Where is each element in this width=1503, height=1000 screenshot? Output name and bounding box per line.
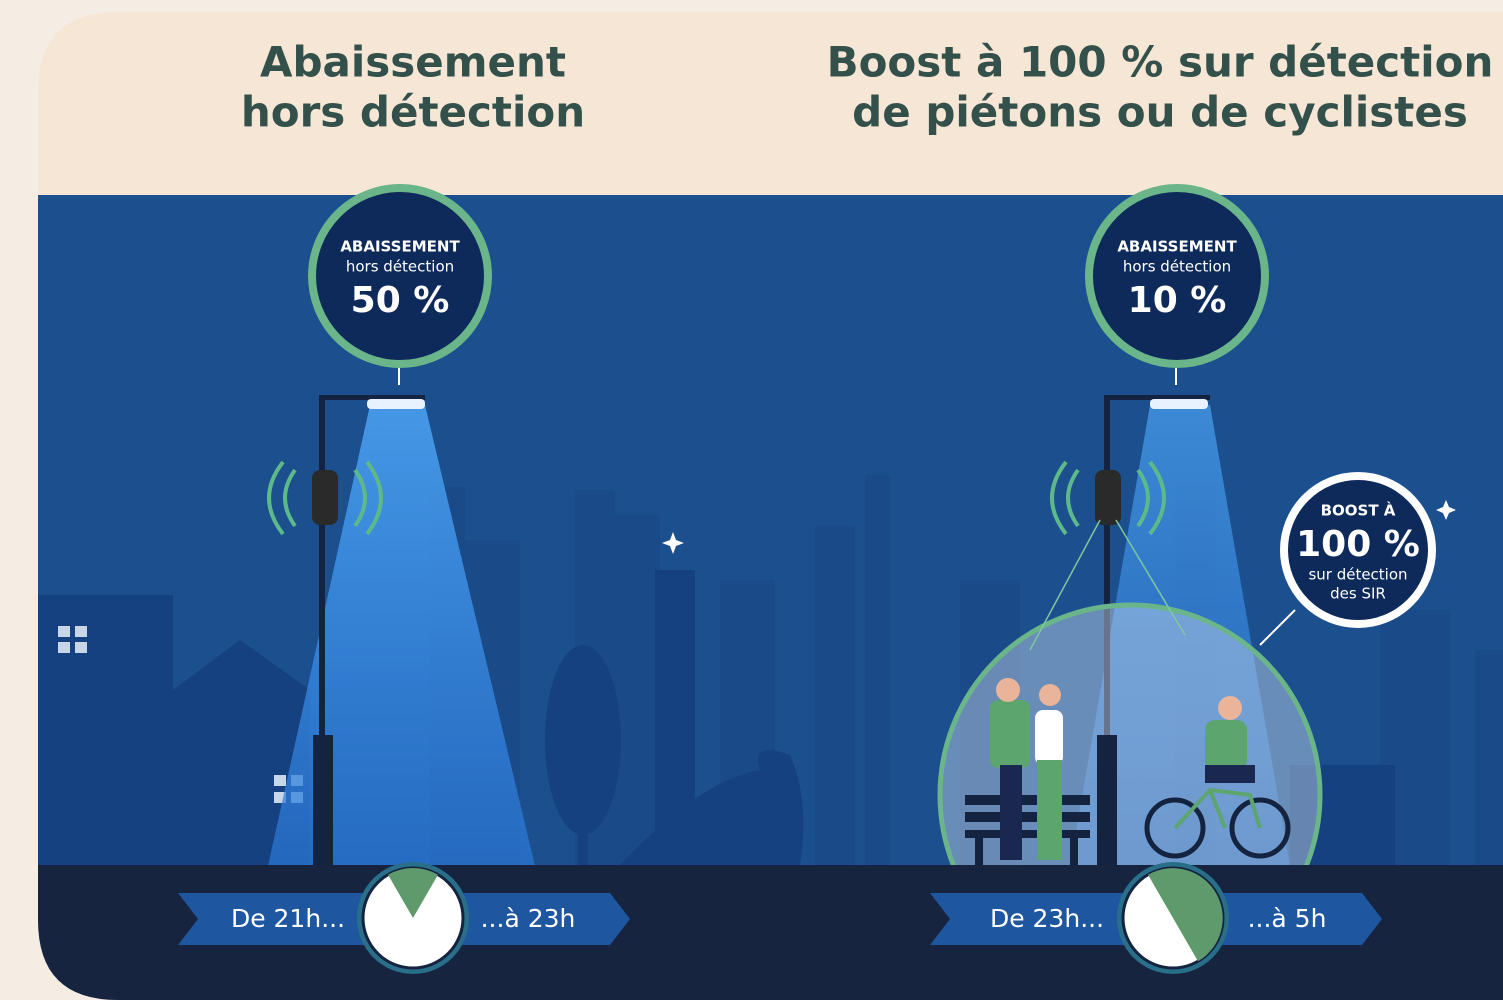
time-from: De 21h... <box>231 904 345 933</box>
lamp-head <box>1150 399 1208 409</box>
lamp-base <box>313 735 333 867</box>
dimming-badge <box>308 184 492 368</box>
boost-sub: des SIR <box>1330 585 1386 603</box>
panel-title: de piétons ou de cyclistes <box>852 88 1468 137</box>
clock <box>1117 862 1229 974</box>
detection-lines <box>1029 519 1186 651</box>
lamp-base <box>1097 735 1117 867</box>
badge-heading: ABAISSEMENT <box>340 238 460 256</box>
badge-value: 50 % <box>351 280 450 321</box>
light-cone <box>268 405 535 866</box>
lamp-pole <box>1104 395 1110 735</box>
lamp-pole <box>319 395 325 735</box>
skyline-front <box>38 570 1395 870</box>
lamp-arm <box>319 395 425 400</box>
star <box>662 532 684 554</box>
panel-title: Boost à 100 % sur détection <box>827 38 1494 87</box>
clock <box>357 862 469 974</box>
time-to: ...à 23h <box>481 904 576 933</box>
badge-sub: hors détection <box>346 258 454 276</box>
sensor-waves <box>1050 460 1166 536</box>
sensor <box>312 470 338 525</box>
boost-connector <box>1259 609 1296 646</box>
panel-title: Abaissement <box>260 38 566 87</box>
panel-title: hors détection <box>241 88 585 137</box>
boost-sub: sur détection <box>1308 566 1407 584</box>
header-band <box>38 12 1503 200</box>
badge-heading: ABAISSEMENT <box>1117 238 1237 256</box>
badge-value: 10 % <box>1128 280 1227 321</box>
badge-sub: hors détection <box>1123 258 1231 276</box>
time-banners <box>178 893 1382 945</box>
pedestrians <box>990 678 1063 860</box>
sensor <box>1095 470 1121 525</box>
boost-badge <box>1280 472 1436 628</box>
boost-value: 100 % <box>1296 524 1420 565</box>
lamp-head <box>367 399 425 409</box>
boost-heading: BOOST À <box>1321 501 1396 520</box>
lamp-arm <box>1104 395 1210 400</box>
cyclist <box>1144 696 1291 859</box>
time-to: ...à 5h <box>1248 904 1327 933</box>
bench <box>965 795 1090 868</box>
star <box>1436 500 1456 520</box>
dimming-badge <box>1085 184 1269 368</box>
time-from: De 23h... <box>990 904 1104 933</box>
sensor-waves <box>267 460 383 536</box>
